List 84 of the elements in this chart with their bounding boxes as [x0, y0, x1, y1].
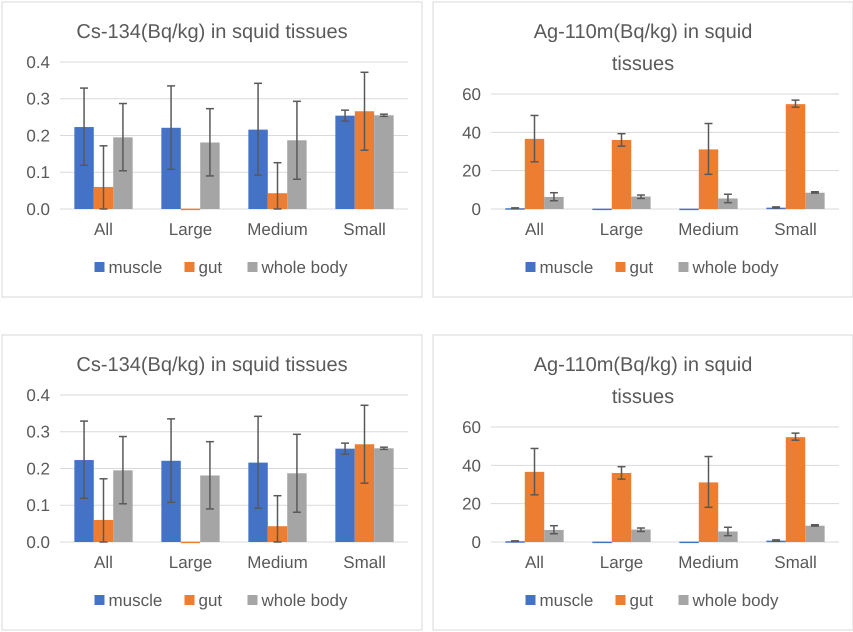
bar: [718, 531, 738, 542]
bar: [335, 116, 355, 209]
bar: [74, 127, 94, 209]
bar: [74, 460, 94, 542]
x-tick-label: Medium: [678, 553, 739, 572]
y-tick-label: 0.2: [26, 126, 50, 146]
x-tick-label: Medium: [247, 553, 308, 572]
chart-title: Cs-134(Bq/kg) in squid tissues: [76, 354, 348, 376]
bar: [113, 137, 133, 209]
y-tick-label: 0.4: [26, 386, 50, 405]
x-tick-label: Large: [600, 220, 644, 239]
chart-title: Ag-110m(Bq/kg) in squid tissues: [534, 354, 752, 408]
y-tick-label: 0.2: [26, 459, 50, 478]
y-tick-label: 0.3: [26, 422, 50, 442]
y-tick-label: 20: [462, 162, 481, 181]
x-tick-label: Small: [343, 220, 386, 239]
bar: [544, 530, 564, 542]
x-tick-label: Small: [774, 220, 817, 239]
bar: [524, 472, 544, 542]
legend-label: gut: [630, 590, 654, 610]
bar: [698, 482, 718, 542]
y-tick-label: 60: [462, 418, 481, 437]
bar: [354, 111, 374, 209]
bar: [718, 198, 738, 209]
bar: [287, 140, 307, 209]
bar: [287, 473, 307, 542]
bar: [786, 437, 806, 542]
y-tick-label: 40: [462, 456, 481, 476]
x-tick-label: Medium: [247, 220, 308, 239]
x-tick-label: Large: [168, 220, 212, 239]
legend-label: whole body: [260, 590, 348, 610]
bar: [612, 473, 632, 542]
bar: [161, 460, 181, 542]
x-tick-label: Small: [774, 553, 817, 572]
bar: [248, 130, 268, 209]
bar: [374, 115, 394, 209]
legend-label: gut: [198, 258, 222, 277]
bar: [248, 462, 268, 542]
bar: [786, 104, 806, 209]
y-tick-label: 0: [472, 200, 481, 219]
legend-label: muscle: [540, 258, 594, 277]
bar: [354, 444, 374, 542]
bar: [200, 142, 220, 209]
bar: [631, 530, 651, 542]
y-tick-label: 60: [462, 84, 481, 104]
x-tick-label: Large: [600, 553, 644, 572]
x-tick-label: All: [94, 220, 113, 239]
bar: [544, 196, 564, 209]
bar: [612, 140, 632, 209]
chart-title: Ag-110m(Bq/kg) in squid tissues: [534, 21, 752, 75]
legend-label: whole body: [260, 258, 348, 277]
bar: [698, 149, 718, 209]
y-tick-label: 0.0: [26, 200, 50, 219]
chart-title: Cs-134(Bq/kg) in squid tissues: [76, 21, 348, 43]
y-tick-label: 0: [472, 532, 481, 552]
bar: [161, 128, 181, 209]
legend-label: muscle: [108, 590, 162, 610]
bar: [374, 448, 394, 542]
legend-label: gut: [198, 590, 222, 610]
x-tick-label: All: [525, 220, 544, 239]
legend-label: muscle: [108, 258, 162, 277]
bar: [524, 138, 544, 209]
bar: [200, 475, 220, 542]
legend-label: gut: [630, 258, 654, 277]
legend-label: muscle: [540, 590, 594, 610]
x-tick-label: All: [94, 553, 113, 572]
legend-label: whole body: [692, 258, 780, 277]
y-tick-label: 0.0: [26, 532, 50, 552]
y-tick-label: 0.3: [26, 90, 50, 109]
bar: [335, 448, 355, 542]
bar: [113, 470, 133, 542]
y-tick-label: 40: [462, 123, 481, 142]
x-tick-label: Small: [343, 553, 386, 572]
x-tick-label: Medium: [678, 220, 739, 239]
y-tick-label: 0.1: [26, 496, 50, 516]
x-tick-label: All: [525, 553, 544, 572]
legend-label: whole body: [692, 590, 780, 610]
bar: [631, 196, 651, 209]
bar: [805, 526, 825, 542]
y-tick-label: 0.4: [26, 52, 50, 72]
y-tick-label: 20: [462, 494, 481, 514]
x-tick-label: Large: [168, 553, 212, 572]
y-tick-label: 0.1: [26, 163, 50, 182]
bar: [805, 192, 825, 209]
